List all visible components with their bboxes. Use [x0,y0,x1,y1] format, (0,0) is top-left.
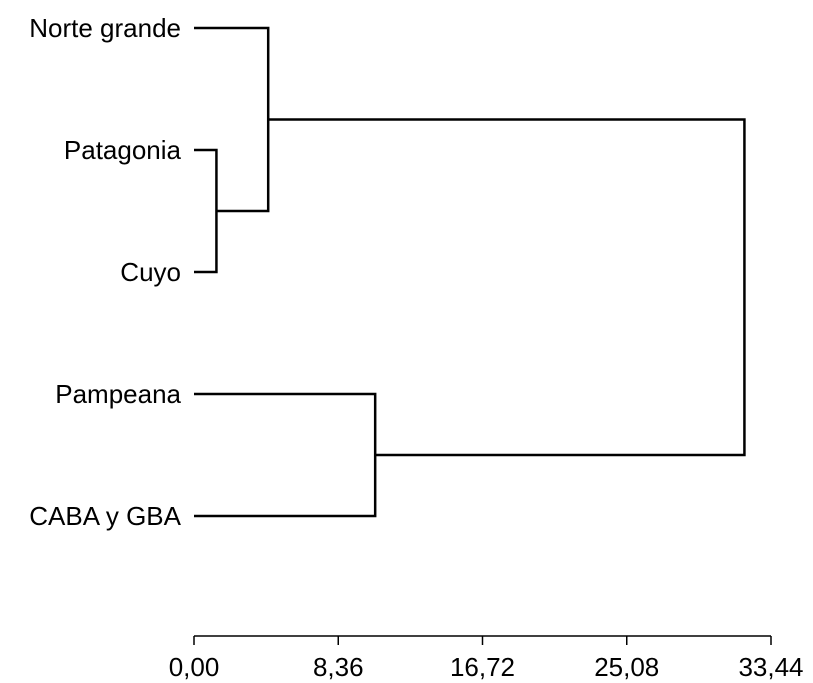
leaf-label: Patagonia [64,135,182,165]
dendrogram-link-m1 [194,148,218,274]
x-tick-label: 25,08 [594,652,659,682]
leaf-label: Cuyo [120,257,181,287]
x-tick-label: 8,36 [313,652,364,682]
x-tick-label: 33,44 [738,652,803,682]
x-axis: 0,00 8,36 16,72 25,08 33,44 [169,635,804,682]
leaf-label: Norte grande [29,13,181,43]
x-tick-label: 0,00 [169,652,220,682]
dendrogram-link-m2 [194,26,270,213]
leaf-labels: Norte grande Patagonia Cuyo Pampeana CABA y … [29,13,181,531]
x-tick-label: 16,72 [450,652,515,682]
leaf-label: CABA y GBA [29,501,181,531]
dendrogram-links [194,26,746,518]
dendrogram-link-m3 [194,392,377,518]
leaf-label: Pampeana [55,379,181,409]
dendrogram-link-m4 [268,118,746,457]
